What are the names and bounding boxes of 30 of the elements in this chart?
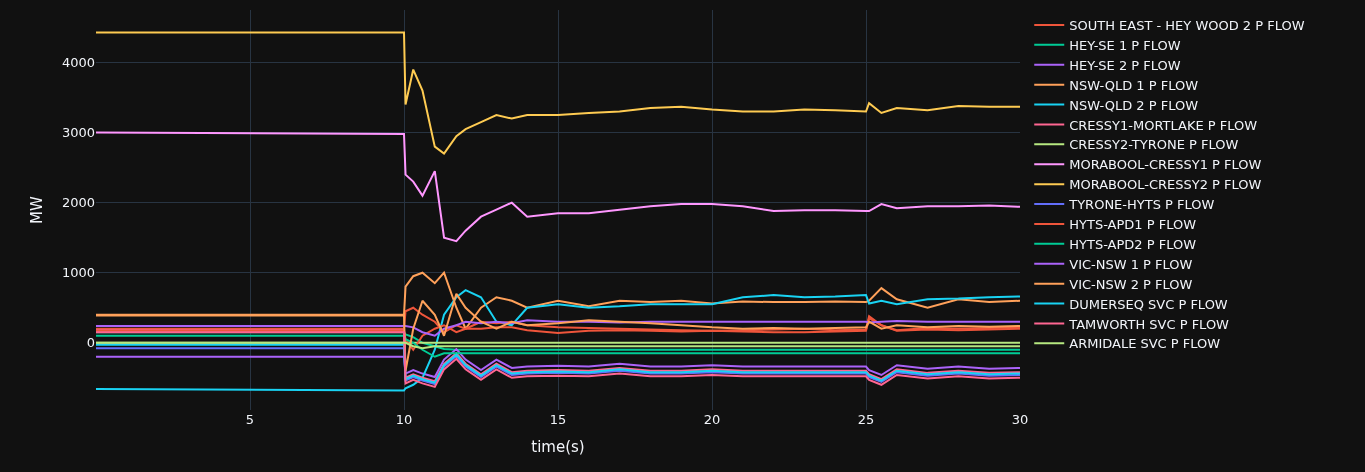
x-tick-label: 10 (395, 412, 413, 427)
y-tick-label: 4000 (61, 55, 95, 71)
legend-label: MORABOOL-CRESSY2 P FLOW (1069, 177, 1262, 193)
legend-label: MORABOOL-CRESSY1 P FLOW (1069, 157, 1262, 173)
legend-label: SOUTH EAST - HEY WOOD 2 P FLOW (1069, 18, 1305, 34)
y-tick-label: 1000 (61, 265, 95, 281)
y-tick-label: 3000 (61, 125, 95, 141)
legend-label: ARMIDALE SVC P FLOW (1069, 336, 1221, 352)
legend-label: DUMERSEQ SVC P FLOW (1069, 296, 1228, 312)
y-axis-title: MW (28, 195, 47, 224)
legend-label: TYRONE-HYTS P FLOW (1068, 197, 1215, 213)
y-tick-label: 2000 (61, 195, 95, 211)
legend-label: VIC-NSW 2 P FLOW (1069, 276, 1193, 292)
legend-label: HEY-SE 2 P FLOW (1069, 57, 1181, 73)
x-tick-label: 25 (857, 412, 875, 427)
x-tick-label: 15 (549, 412, 567, 427)
legend-label: NSW-QLD 2 P FLOW (1069, 97, 1199, 113)
legend-label: HEY-SE 1 P FLOW (1069, 37, 1181, 53)
legend-label: CRESSY2-TYRONE P FLOW (1069, 137, 1239, 153)
legend-label: HYTS-APD1 P FLOW (1069, 217, 1197, 233)
x-axis-title: time(s) (531, 438, 585, 456)
legend-label: HYTS-APD2 P FLOW (1069, 236, 1197, 252)
x-tick-label: 5 (245, 412, 255, 427)
legend-label: NSW-QLD 1 P FLOW (1069, 77, 1199, 93)
x-tick-label: 20 (703, 412, 721, 427)
legend-label: TAMWORTH SVC P FLOW (1068, 316, 1230, 332)
y-tick-label: 0 (86, 335, 95, 351)
legend-label: CRESSY1-MORTLAKE P FLOW (1069, 117, 1258, 133)
x-tick-label: 30 (1011, 412, 1029, 427)
legend-label: VIC-NSW 1 P FLOW (1069, 256, 1193, 272)
